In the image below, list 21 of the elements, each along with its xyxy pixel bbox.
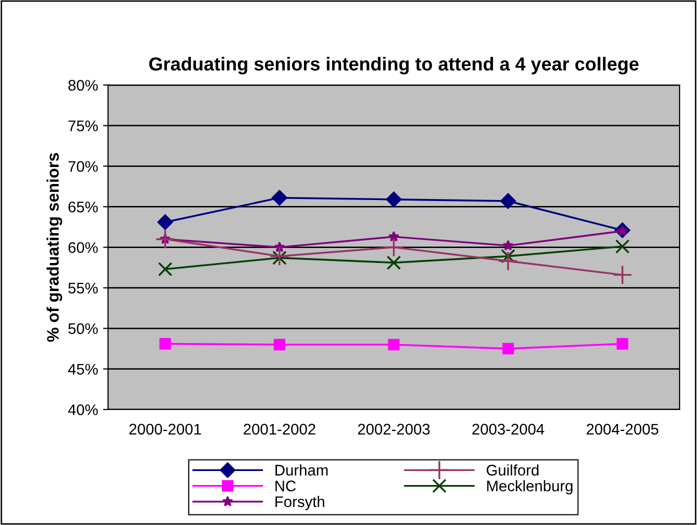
y-tick-label: 40%	[68, 404, 98, 416]
legend-label: Mecklenburg	[487, 480, 572, 494]
y-tick-label: 50%	[68, 323, 98, 334]
y-axis-title: % of graduating seniors	[46, 153, 62, 342]
y-tick-label: 70%	[68, 161, 98, 172]
y-tick-label: 60%	[68, 242, 98, 253]
x-tick-label: 2004-2005	[586, 424, 658, 435]
y-tick-label: 80%	[68, 80, 98, 91]
legend-label: NC	[276, 480, 296, 492]
legend-label: Forsyth	[276, 496, 324, 510]
x-tick-label: 2000-2001	[129, 424, 201, 435]
y-tick-label: 65%	[68, 202, 98, 212]
y-tick-label: 45%	[68, 364, 98, 375]
x-tick-label: 2002-2003	[358, 424, 430, 435]
legend-label: Guilford	[486, 464, 538, 476]
y-tick-label: 75%	[68, 120, 98, 132]
y-tick-label: 55%	[68, 282, 98, 294]
x-tick-label: 2001-2002	[244, 424, 316, 435]
chart-title: Graduating seniors intending to attend a 4 year college	[149, 56, 639, 74]
legend-label: Durham	[276, 464, 328, 476]
x-tick-label: 2003-2004	[472, 424, 544, 435]
